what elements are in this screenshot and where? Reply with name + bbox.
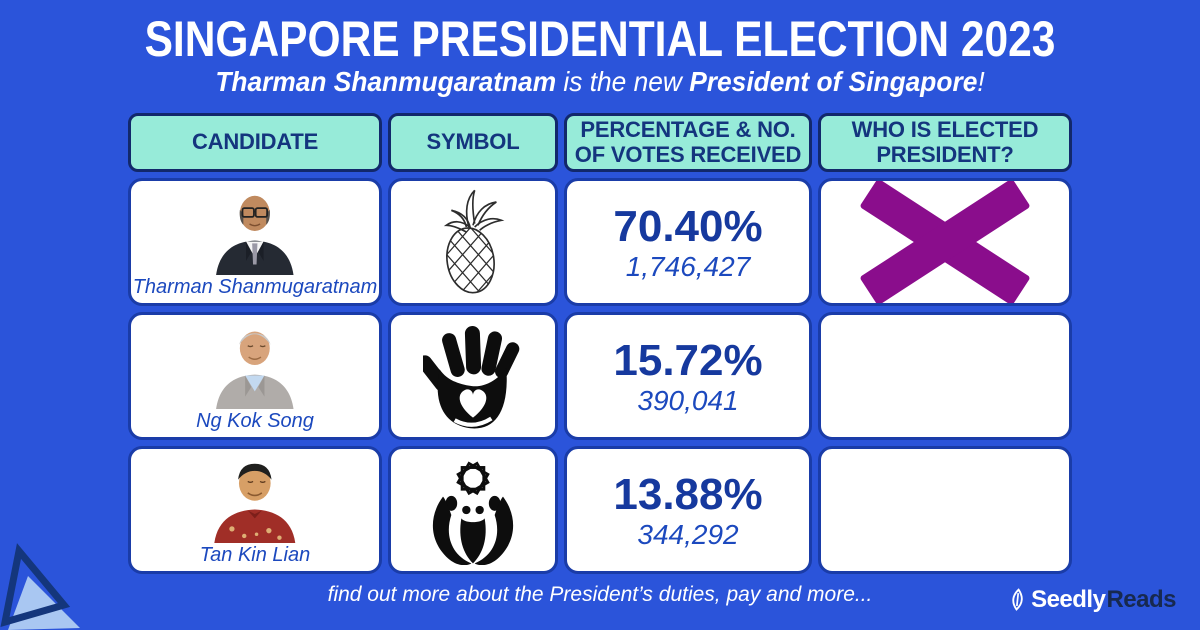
footer-note: find out more about the President’s duti… xyxy=(327,583,873,606)
pineapple-icon xyxy=(442,189,505,297)
symbol-cell-tan xyxy=(388,446,558,574)
cross-icon xyxy=(825,181,1065,303)
candidate-cell-tan: Tan Kin Lian xyxy=(128,446,382,574)
column-header-votes: PERCENTAGE & NO. OF VOTES RECEIVED xyxy=(564,113,812,172)
seedly-leaf-icon xyxy=(1012,588,1023,611)
candidate-photo-ng xyxy=(202,321,308,409)
candidate-cell-ng: Ng Kok Song xyxy=(128,312,382,440)
votes-value: 1,746,427 xyxy=(625,250,751,282)
symbol-cell-ng xyxy=(388,312,558,440)
candidate-photo-tharman xyxy=(202,187,308,275)
candidate-photo-tan xyxy=(202,455,308,543)
subtitle-text: is the new xyxy=(556,66,690,97)
percentage-value: 15.72% xyxy=(613,335,763,385)
votes-value: 390,041 xyxy=(637,384,739,416)
elected-cell-ng xyxy=(818,312,1072,440)
percentage-value: 70.40% xyxy=(613,201,763,251)
column-header-elected: WHO IS ELECTED PRESIDENT? xyxy=(818,113,1072,172)
flower-people-icon xyxy=(432,461,514,565)
candidate-name: Tharman Shanmugaratnam xyxy=(132,276,378,298)
seedly-reads-logo: Seedly Reads xyxy=(1008,586,1176,614)
elected-cell-tharman xyxy=(818,178,1072,306)
subtitle-exclaim: ! xyxy=(977,66,985,97)
page-title: SINGAPORE PRESIDENTIAL ELECTION 2023 xyxy=(144,11,1056,67)
candidate-name: Tan Kin Lian xyxy=(199,544,311,566)
votes-cell-tharman: 70.40% 1,746,427 xyxy=(564,178,812,306)
votes-cell-tan: 13.88% 344,292 xyxy=(564,446,812,574)
percentage-value: 13.88% xyxy=(613,469,763,519)
brand-seedly: Seedly xyxy=(1031,586,1106,613)
candidate-name: Ng Kok Song xyxy=(196,410,314,432)
hand-heart-icon xyxy=(423,326,520,429)
results-table: CANDIDATE SYMBOL PERCENTAGE & NO. OF VOT… xyxy=(128,113,1072,574)
column-header-candidate: CANDIDATE xyxy=(128,113,382,172)
column-header-symbol: SYMBOL xyxy=(388,113,558,172)
elected-cell-tan xyxy=(818,446,1072,574)
subtitle-office: President of Singapore xyxy=(689,66,978,97)
votes-cell-ng: 15.72% 390,041 xyxy=(564,312,812,440)
subtitle-winner-name: Tharman Shanmugaratnam xyxy=(215,66,557,97)
votes-value: 344,292 xyxy=(637,518,739,550)
symbol-cell-tharman xyxy=(388,178,558,306)
brand-reads: Reads xyxy=(1106,586,1176,613)
page-subtitle: Tharman Shanmugaratnam is the new Presid… xyxy=(36,66,1164,98)
triangle-logo xyxy=(0,543,80,630)
candidate-cell-tharman: Tharman Shanmugaratnam xyxy=(128,178,382,306)
